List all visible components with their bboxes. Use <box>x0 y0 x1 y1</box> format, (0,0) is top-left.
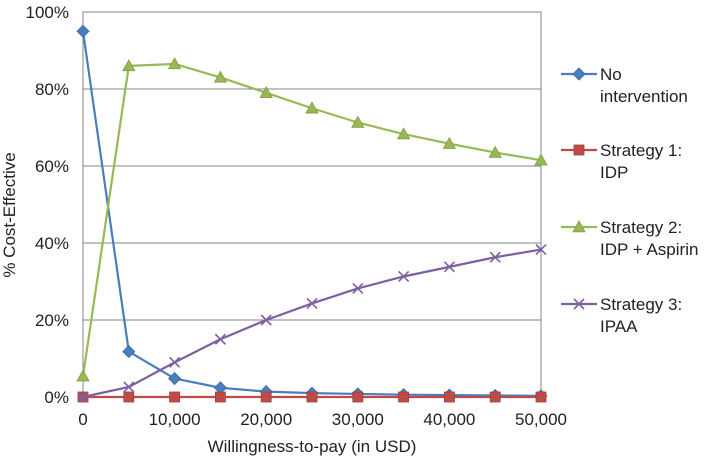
series-line <box>82 248 542 399</box>
legend-swatch-marker <box>572 67 586 81</box>
data-point <box>305 101 319 114</box>
series-1 <box>76 24 548 403</box>
y-tick-label: 80% <box>35 80 69 99</box>
data-point <box>77 391 89 403</box>
y-tick-label: 20% <box>35 311 69 330</box>
data-point <box>168 371 182 386</box>
data-point <box>214 333 226 345</box>
series-4 <box>77 243 547 403</box>
data-point <box>351 115 365 128</box>
gridlines <box>83 88 541 321</box>
data-point <box>352 391 364 403</box>
x-axis-label: Willingness-to-pay (in USD) <box>208 437 417 456</box>
legend-label: Strategy 1: <box>600 141 682 160</box>
data-point <box>76 369 90 382</box>
legend-swatch-marker <box>573 144 585 156</box>
data-point <box>535 243 547 256</box>
data-point <box>534 153 548 166</box>
y-axis-label: % Cost-Effective <box>0 152 19 277</box>
data-point <box>123 391 135 403</box>
data-point <box>123 381 135 393</box>
x-tick-label: 50,000 <box>515 410 567 429</box>
y-tick-label: 0% <box>44 388 69 407</box>
plot-area-frame <box>82 11 542 398</box>
legend-swatch-marker <box>573 298 585 310</box>
data-point <box>489 391 501 403</box>
series-layer <box>76 24 548 403</box>
legend-item: Strategy 1: IDP <box>561 141 682 182</box>
legend-label: intervention <box>600 87 688 106</box>
data-point <box>396 127 411 140</box>
data-point <box>535 391 547 403</box>
y-axis-tick-labels: 0% 20% 40% 60% 80% 100% <box>26 3 69 407</box>
legend-item: Strategy 2: IDP + Aspirin <box>561 218 698 259</box>
series-line <box>81 31 542 397</box>
data-point <box>443 261 455 273</box>
data-point <box>122 345 136 359</box>
data-point <box>352 282 364 294</box>
legend-label: IDP <box>600 163 628 182</box>
legend-item: Strategy 3: IPAA <box>561 295 682 336</box>
legend-label: IPAA <box>600 317 638 336</box>
x-tick-label: 0 <box>78 410 87 429</box>
x-tick-label: 10,000 <box>149 410 201 429</box>
data-point <box>306 391 318 403</box>
x-tick-label: 40,000 <box>423 410 475 429</box>
legend: No intervention Strategy 1: IDP Strategy 2: I… <box>561 65 698 336</box>
data-point <box>214 391 226 403</box>
data-point <box>259 86 273 99</box>
y-tick-label: 100% <box>26 3 69 22</box>
series-2 <box>77 391 547 403</box>
data-point <box>122 59 136 72</box>
data-point <box>306 297 318 310</box>
data-point <box>489 251 501 263</box>
x-tick-label: 20,000 <box>240 410 292 429</box>
data-point <box>76 24 90 38</box>
y-tick-label: 40% <box>35 234 69 253</box>
data-point <box>443 391 455 403</box>
data-point <box>398 391 410 403</box>
legend-swatch-marker <box>572 220 586 233</box>
legend-label: No <box>600 65 622 84</box>
data-point <box>488 145 502 158</box>
data-point <box>398 270 410 283</box>
data-point <box>442 136 457 149</box>
data-point <box>213 70 228 83</box>
data-point <box>167 57 182 70</box>
legend-label: IDP + Aspirin <box>600 240 698 259</box>
data-point <box>260 314 272 326</box>
data-point <box>169 356 181 368</box>
legend-item: No intervention <box>561 65 688 106</box>
legend-label: Strategy 3: <box>600 295 682 314</box>
x-axis-tick-labels: 0 10,000 20,000 30,000 40,000 50,000 <box>78 410 567 429</box>
legend-label: Strategy 2: <box>600 218 682 237</box>
x-tick-label: 30,000 <box>332 410 384 429</box>
data-point <box>169 391 181 403</box>
y-tick-label: 60% <box>35 157 69 176</box>
data-point <box>260 391 272 403</box>
series-3 <box>76 57 548 382</box>
